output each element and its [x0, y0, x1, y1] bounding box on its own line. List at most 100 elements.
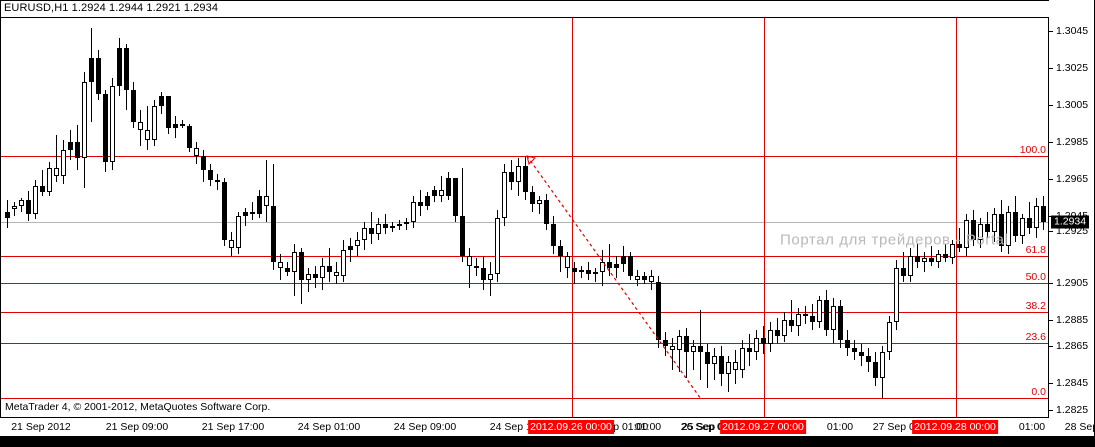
candle-body: [271, 206, 276, 262]
candle-body: [229, 240, 234, 248]
candle-body: [775, 330, 780, 336]
candle-body: [33, 186, 38, 214]
candle-body: [201, 156, 206, 170]
candle-body: [460, 216, 465, 256]
time-label-highlighted: 2012.09.26 00:00: [528, 420, 614, 434]
price-tick: [1049, 68, 1053, 69]
candle-wick: [308, 268, 309, 292]
fibonacci-level-line[interactable]: [1, 312, 1048, 313]
candle-body: [96, 58, 101, 94]
plot-border-right: [1048, 17, 1049, 418]
candle-body: [68, 142, 73, 150]
candle-body: [516, 166, 521, 182]
candle-body: [796, 314, 801, 326]
candle-wick: [700, 310, 701, 380]
candle-body: [754, 338, 759, 352]
candle-body: [698, 346, 703, 352]
candle-wick: [455, 212, 456, 222]
candle-body: [327, 266, 332, 272]
candle-body: [404, 222, 409, 224]
fibonacci-level-line[interactable]: [1, 256, 1048, 257]
candle-body: [747, 348, 752, 352]
candle-body: [502, 172, 507, 218]
candle-body: [985, 224, 990, 232]
candle-body: [348, 246, 353, 250]
candle-body: [138, 122, 143, 130]
fibonacci-level-label: 61.8: [1025, 244, 1046, 256]
candle-body: [1013, 212, 1018, 236]
candle-body: [376, 224, 381, 234]
price-tick-label: 1.2865: [1056, 340, 1089, 352]
candle-body: [481, 268, 486, 280]
candle-body: [607, 262, 612, 268]
candle-body: [439, 190, 444, 196]
candle-body: [845, 340, 850, 348]
watermark-text: Портал для трейдеров - Portal: [780, 231, 1009, 249]
candle-body: [593, 272, 598, 274]
candle-wick: [217, 174, 218, 190]
candle-body: [544, 200, 549, 224]
candle-body: [474, 266, 479, 268]
candle-wick: [252, 202, 253, 220]
candle-wick: [539, 196, 540, 214]
candle-wick: [581, 266, 582, 278]
candle-body: [194, 148, 199, 156]
candle-body: [166, 96, 171, 128]
fibonacci-level-line[interactable]: [1, 398, 1048, 399]
fibonacci-level-line[interactable]: [1, 283, 1048, 284]
candle-body: [649, 276, 654, 282]
fibonacci-trendline[interactable]: [1, 18, 1048, 417]
price-scale[interactable]: 1.30451.30251.30051.29851.29651.29451.29…: [1049, 0, 1094, 447]
candle-body: [894, 268, 899, 322]
candle-body: [712, 356, 717, 364]
candle-body: [117, 48, 122, 86]
candle-wick: [350, 238, 351, 262]
fibonacci-level-line[interactable]: [1, 343, 1048, 344]
price-plot-area[interactable]: Портал для трейдеров - Portal 161.8100.0…: [1, 18, 1048, 417]
time-label: 01:00: [826, 421, 854, 433]
candle-body: [299, 252, 304, 280]
vertical-gridline: [572, 18, 573, 417]
fibonacci-level-label: 0.0: [1031, 386, 1046, 398]
candle-body: [824, 300, 829, 330]
candle-wick: [329, 248, 330, 282]
candle-body: [488, 274, 493, 280]
price-tick-label: 1.2965: [1056, 173, 1089, 185]
candle-body: [880, 352, 885, 378]
candle-body: [180, 124, 185, 126]
candle-body: [26, 200, 31, 214]
candle-body: [257, 196, 262, 214]
candle-body: [943, 254, 948, 258]
price-tick: [1049, 410, 1053, 411]
vertical-gridline: [764, 18, 765, 417]
candle-wick: [931, 246, 932, 266]
candle-body: [306, 274, 311, 280]
fibonacci-level-line[interactable]: [1, 156, 1048, 157]
price-tick: [1049, 383, 1053, 384]
candle-body: [866, 356, 871, 362]
candle-body: [425, 196, 430, 206]
candle-body: [838, 306, 843, 340]
price-tick-label: 1.2905: [1056, 277, 1089, 289]
candle-wick: [56, 135, 57, 182]
time-scale[interactable]: 21 Sep 2012 21 Sep 09:00 21 Sep 17:00 24 Se…: [0, 418, 1095, 436]
candle-wick: [791, 300, 792, 332]
candle-body: [586, 270, 591, 274]
candle-body: [397, 224, 402, 226]
candle-body: [530, 192, 535, 204]
candle-body: [131, 90, 136, 122]
candle-body: [1006, 212, 1011, 246]
candle-body: [432, 190, 437, 196]
candle-body: [852, 348, 857, 352]
candle-body: [173, 124, 178, 128]
candle-body: [915, 256, 920, 262]
candle-body: [971, 220, 976, 240]
fibonacci-level-label: 38.2: [1025, 300, 1046, 312]
candle-body: [264, 196, 269, 206]
candle-body: [355, 240, 360, 246]
candle-body: [677, 336, 682, 350]
time-label: 21 Sep 17:00: [201, 421, 265, 433]
candle-body: [313, 274, 318, 278]
candle-body: [467, 256, 472, 266]
candle-wick: [595, 268, 596, 282]
